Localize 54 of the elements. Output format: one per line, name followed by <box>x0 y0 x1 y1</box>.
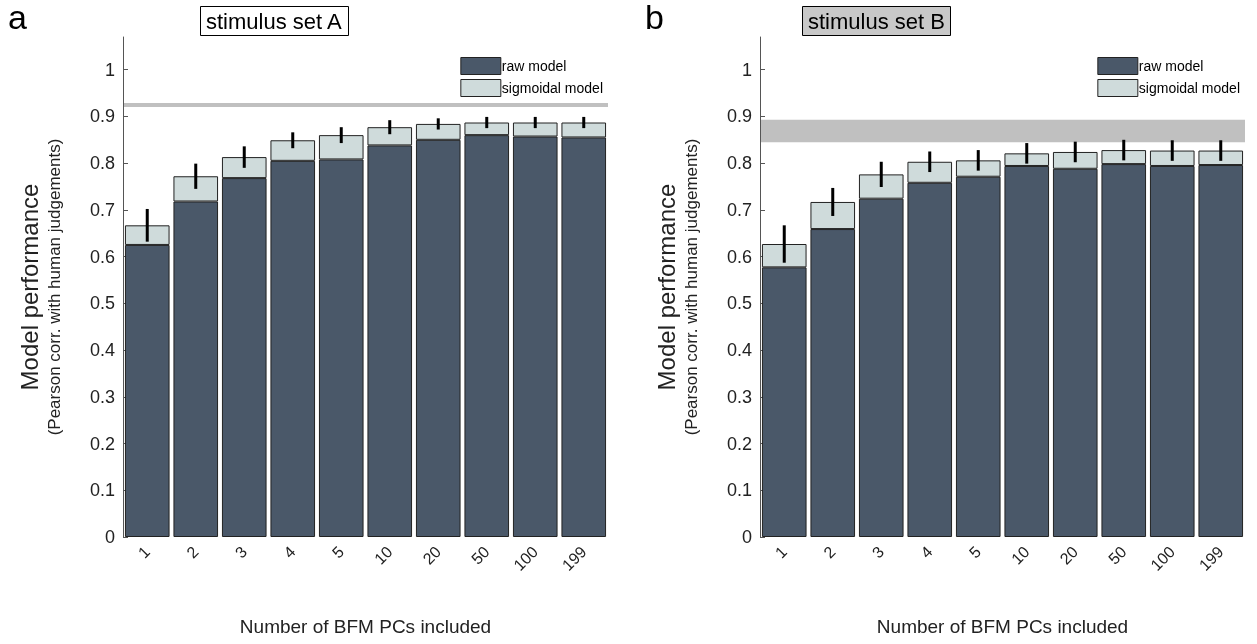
x-tick-label: 10 <box>1008 542 1033 568</box>
x-tick-label: 10 <box>371 542 396 568</box>
x-axis-title: Number of BFM PCs included <box>876 616 1129 637</box>
x-tick-label: 100 <box>1147 542 1179 574</box>
y-axis-title: Model performance (Pearson corr. with human judgements) <box>15 138 64 436</box>
y-tick-label: 0.2 <box>726 433 752 454</box>
chart-title: stimulus set B <box>808 8 945 34</box>
y-tick-label: 0.3 <box>726 386 752 407</box>
y-tick-label: 0.9 <box>726 106 752 127</box>
y-tick-label: 0.5 <box>89 293 115 314</box>
x-tick-label: 1 <box>134 542 154 562</box>
y-tick-label: 0.5 <box>726 293 752 314</box>
y-tick-label: 0.1 <box>89 480 115 501</box>
x-axis-title: Number of BFM PCs included <box>239 616 492 637</box>
legend-label: sigmoidal model <box>501 80 604 96</box>
legend-label: sigmoidal model <box>1138 80 1241 96</box>
x-tick-label: 20 <box>1056 542 1082 568</box>
x-tick-label: 1 <box>771 542 791 562</box>
y-tick-label: 0.8 <box>89 153 115 174</box>
x-tick-label: 5 <box>965 542 985 562</box>
x-tick-label: 100 <box>510 542 542 574</box>
x-tick-label: 20 <box>419 542 445 568</box>
y-tick-label: 1 <box>104 59 115 80</box>
chart-title: stimulus set A <box>206 8 343 34</box>
x-tick-label: 3 <box>868 542 888 562</box>
x-tick-label: 50 <box>1105 542 1130 568</box>
y-tick-label: 0.8 <box>726 153 752 174</box>
x-tick-label: 199 <box>1195 542 1227 574</box>
y-tick-label: 0 <box>104 527 115 547</box>
y-tick-label: 0.6 <box>89 246 115 267</box>
x-tick-label: 50 <box>468 542 493 568</box>
y-tick-label: 0 <box>741 527 752 547</box>
y-tick-label: 0.2 <box>89 433 115 454</box>
text: a <box>8 0 27 36</box>
y-tick-label: 1 <box>741 59 752 80</box>
x-tick-label: 2 <box>820 542 839 562</box>
x-tick-label: 4 <box>280 542 299 562</box>
y-tick-label: 0.4 <box>89 340 115 361</box>
text: b <box>645 0 664 36</box>
legend-label: raw model <box>501 58 567 74</box>
y-tick-label: 0.9 <box>89 106 115 127</box>
y-tick-label: 0.7 <box>726 199 752 220</box>
y-tick-label: 0.4 <box>726 340 752 361</box>
x-tick-label: 4 <box>917 542 936 562</box>
y-tick-label: 0.6 <box>726 246 752 267</box>
y-axis-title: Model performance (Pearson corr. with human judgements) <box>652 138 701 436</box>
x-tick-label: 2 <box>183 542 202 562</box>
y-tick-label: 0.7 <box>89 199 115 220</box>
legend-label: raw model <box>1138 58 1204 74</box>
x-tick-label: 199 <box>558 542 590 574</box>
y-tick-label: 0.3 <box>89 386 115 407</box>
x-tick-label: 3 <box>231 542 251 562</box>
x-tick-label: 5 <box>328 542 348 562</box>
y-tick-label: 0.1 <box>726 480 752 501</box>
